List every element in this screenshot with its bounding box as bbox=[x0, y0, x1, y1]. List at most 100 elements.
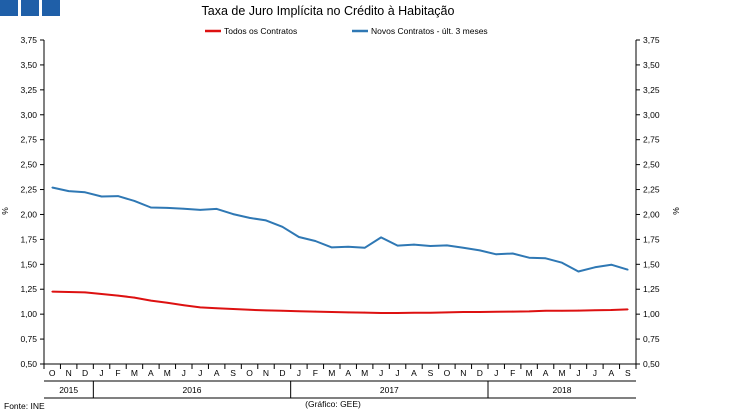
y-tick-label-right: 3,25 bbox=[643, 85, 660, 95]
data-point-new-contracts bbox=[561, 261, 563, 264]
header-square-3 bbox=[42, 0, 60, 16]
data-point-all-contracts bbox=[347, 311, 350, 314]
data-point-new-contracts bbox=[478, 249, 481, 252]
data-point-all-contracts bbox=[314, 310, 317, 313]
y-tick-label-left: 3,50 bbox=[20, 60, 37, 70]
data-point-new-contracts bbox=[166, 207, 169, 209]
x-tick-label-month: N bbox=[263, 368, 269, 378]
data-point-all-contracts bbox=[281, 309, 284, 312]
x-tick-label-month: M bbox=[328, 368, 335, 378]
data-point-all-contracts bbox=[265, 309, 267, 312]
credit-note: (Gráfico: GEE) bbox=[305, 399, 361, 409]
data-point-all-contracts bbox=[528, 310, 530, 313]
x-tick-label-month: J bbox=[593, 368, 597, 378]
x-tick-label-month: A bbox=[543, 368, 549, 378]
x-tick-label-month: A bbox=[411, 368, 417, 378]
y-tick-label-right: 0,50 bbox=[643, 359, 660, 369]
data-point-new-contracts bbox=[232, 213, 234, 215]
y-tick-label-left: 3,75 bbox=[20, 35, 37, 45]
data-point-all-contracts bbox=[446, 311, 448, 314]
x-tick-label-month: O bbox=[444, 368, 451, 378]
y-tick-label-left: 3,00 bbox=[20, 110, 37, 120]
data-point-new-contracts bbox=[429, 245, 432, 247]
data-point-new-contracts bbox=[182, 207, 185, 210]
x-tick-label-month: J bbox=[379, 368, 383, 378]
x-tick-label-month: D bbox=[477, 368, 483, 378]
data-point-all-contracts bbox=[495, 310, 498, 313]
data-point-new-contracts bbox=[150, 206, 152, 209]
series-line-new-contracts bbox=[51, 186, 629, 273]
data-point-new-contracts bbox=[133, 200, 136, 202]
y-tick-label-left: 3,25 bbox=[20, 85, 37, 95]
data-point-new-contracts bbox=[544, 257, 547, 260]
y-tick-label-left: 2,75 bbox=[20, 135, 37, 145]
chart-title: Taxa de Juro Implícita no Crédito à Habi… bbox=[202, 4, 455, 18]
y-tick-label-left: 1,75 bbox=[20, 234, 37, 244]
y-tick-label-left: 0,50 bbox=[20, 359, 37, 369]
y-tick-label-left: 1,25 bbox=[20, 284, 37, 294]
data-point-new-contracts bbox=[281, 226, 284, 228]
data-point-all-contracts bbox=[166, 301, 169, 304]
data-point-all-contracts bbox=[150, 299, 152, 302]
data-point-all-contracts bbox=[561, 309, 563, 312]
data-point-all-contracts bbox=[544, 309, 547, 312]
data-point-new-contracts bbox=[314, 240, 317, 242]
x-tick-label-month: M bbox=[164, 368, 171, 378]
x-tick-label-month: J bbox=[198, 368, 202, 378]
data-point-new-contracts bbox=[215, 208, 218, 210]
data-point-all-contracts bbox=[182, 304, 185, 306]
data-point-all-contracts bbox=[413, 311, 415, 314]
data-point-new-contracts bbox=[117, 195, 119, 197]
y-tick-label-left: 2,00 bbox=[20, 209, 37, 219]
data-point-new-contracts bbox=[528, 256, 530, 259]
y-tick-label-left: 1,00 bbox=[20, 309, 37, 319]
data-point-all-contracts bbox=[51, 290, 54, 293]
y-tick-label-right: 2,75 bbox=[643, 135, 660, 145]
data-point-new-contracts bbox=[380, 236, 382, 239]
data-point-all-contracts bbox=[67, 291, 70, 293]
x-tick-label-month: F bbox=[115, 368, 120, 378]
legend-label-new: Novos Contratos - últ. 3 meses bbox=[371, 26, 488, 36]
data-point-new-contracts bbox=[330, 246, 333, 249]
data-point-all-contracts bbox=[298, 310, 300, 312]
y-tick-label-right: 2,00 bbox=[643, 209, 660, 219]
legend: Todos os Contratos Novos Contratos - últ… bbox=[205, 26, 488, 36]
x-year-label: 2016 bbox=[183, 385, 202, 395]
data-point-new-contracts bbox=[396, 244, 399, 247]
data-point-all-contracts bbox=[429, 311, 432, 314]
x-tick-label-month: A bbox=[148, 368, 154, 378]
data-point-all-contracts bbox=[100, 293, 103, 295]
legend-label-all: Todos os Contratos bbox=[224, 26, 297, 36]
x-tick-label-month: A bbox=[345, 368, 351, 378]
series-lines bbox=[51, 186, 629, 314]
data-point-all-contracts bbox=[594, 309, 596, 311]
x-tick-label-month: J bbox=[297, 368, 301, 378]
x-tick-label-month: J bbox=[576, 368, 580, 378]
x-tick-label-month: N bbox=[460, 368, 466, 378]
x-tick-label-month: J bbox=[182, 368, 186, 378]
x-tick-label-month: F bbox=[510, 368, 515, 378]
y-tick-label-right: 3,00 bbox=[643, 110, 660, 120]
data-point-new-contracts bbox=[298, 236, 300, 238]
header-square-2 bbox=[21, 0, 39, 16]
data-point-new-contracts bbox=[347, 245, 350, 248]
x-year-label: 2015 bbox=[59, 385, 78, 395]
series-line-all-contracts bbox=[52, 290, 628, 314]
data-point-all-contracts bbox=[396, 312, 399, 314]
data-point-new-contracts bbox=[462, 246, 465, 249]
data-point-new-contracts bbox=[265, 219, 267, 222]
x-tick-label-month: A bbox=[214, 368, 220, 378]
x-tick-label-month: N bbox=[66, 368, 72, 378]
data-point-all-contracts bbox=[215, 307, 218, 309]
data-point-new-contracts bbox=[51, 186, 54, 189]
y-tick-label-left: 0,75 bbox=[20, 334, 37, 344]
data-point-new-contracts bbox=[199, 209, 202, 211]
x-tick-label-month: J bbox=[494, 368, 498, 378]
data-point-all-contracts bbox=[248, 308, 251, 311]
y-axis-label-right: % bbox=[671, 207, 681, 215]
data-point-new-contracts bbox=[100, 195, 103, 198]
y-tick-label-right: 1,50 bbox=[643, 259, 660, 269]
x-tick-label-month: S bbox=[625, 368, 631, 378]
y-tick-label-right: 1,75 bbox=[643, 234, 660, 244]
